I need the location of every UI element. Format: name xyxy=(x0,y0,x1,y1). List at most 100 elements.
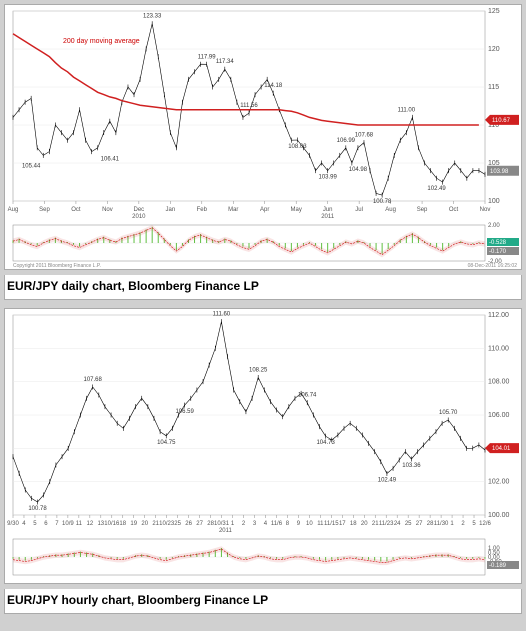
svg-text:104.75: 104.75 xyxy=(157,440,176,446)
svg-text:25: 25 xyxy=(405,521,412,527)
svg-text:12: 12 xyxy=(86,521,93,527)
svg-text:105.44: 105.44 xyxy=(22,164,41,170)
svg-text:10/16: 10/16 xyxy=(104,521,120,527)
svg-text:123.33: 123.33 xyxy=(143,14,162,20)
svg-text:Aug: Aug xyxy=(8,207,19,213)
svg-text:8: 8 xyxy=(286,521,290,527)
svg-text:102.49: 102.49 xyxy=(427,186,446,192)
svg-text:2010: 2010 xyxy=(132,214,146,220)
svg-text:108.00: 108.00 xyxy=(488,379,510,386)
svg-text:May: May xyxy=(291,207,302,213)
svg-text:125: 125 xyxy=(488,8,500,15)
svg-text:103.36: 103.36 xyxy=(402,463,421,469)
svg-text:Oct: Oct xyxy=(449,207,459,213)
svg-text:Mar: Mar xyxy=(228,207,238,213)
svg-text:11: 11 xyxy=(76,521,83,527)
svg-text:110.67: 110.67 xyxy=(492,118,511,124)
svg-text:19: 19 xyxy=(130,521,137,527)
daily-chart-caption: EUR/JPY daily chart, Bloomberg Finance L… xyxy=(4,275,522,300)
svg-text:Jan: Jan xyxy=(165,207,175,213)
svg-text:106.41: 106.41 xyxy=(101,156,120,162)
svg-text:1: 1 xyxy=(231,521,235,527)
svg-text:10/9: 10/9 xyxy=(62,521,74,527)
svg-text:20: 20 xyxy=(361,521,368,527)
svg-text:27: 27 xyxy=(416,521,423,527)
svg-text:103.98: 103.98 xyxy=(490,169,509,175)
svg-text:104.98: 104.98 xyxy=(349,167,368,173)
svg-text:112.00: 112.00 xyxy=(488,312,509,319)
svg-text:Nov: Nov xyxy=(102,207,113,213)
svg-text:100.78: 100.78 xyxy=(28,506,47,512)
svg-text:Jun: Jun xyxy=(323,207,333,213)
svg-text:106.00: 106.00 xyxy=(488,412,510,419)
svg-text:117.34: 117.34 xyxy=(216,59,235,65)
svg-text:10/31: 10/31 xyxy=(214,521,230,527)
svg-text:Jul: Jul xyxy=(355,207,363,213)
svg-text:-0.189: -0.189 xyxy=(489,563,507,569)
svg-text:106.59: 106.59 xyxy=(175,409,194,415)
svg-text:9: 9 xyxy=(297,521,301,527)
svg-text:2: 2 xyxy=(242,521,246,527)
svg-text:12/6: 12/6 xyxy=(479,521,491,527)
svg-text:108.03: 108.03 xyxy=(288,144,307,150)
svg-text:Nov: Nov xyxy=(480,207,491,213)
svg-text:5: 5 xyxy=(472,521,476,527)
svg-text:107.68: 107.68 xyxy=(355,133,374,139)
svg-text:2.00: 2.00 xyxy=(488,223,500,229)
svg-text:-0.170: -0.170 xyxy=(489,249,507,255)
svg-text:5: 5 xyxy=(33,521,37,527)
svg-text:104.01: 104.01 xyxy=(492,446,511,452)
svg-text:08-Dec-2011 16:25:02: 08-Dec-2011 16:25:02 xyxy=(468,263,518,269)
svg-text:106.74: 106.74 xyxy=(298,393,317,399)
svg-text:102.49: 102.49 xyxy=(378,478,397,484)
svg-text:106.99: 106.99 xyxy=(337,138,356,144)
svg-text:Sep: Sep xyxy=(417,207,428,213)
daily-chart-panel: 100105110115120125AugSepOctNovDecJanFebM… xyxy=(4,4,522,270)
svg-text:Copyright 2011 Bloomberg Finan: Copyright 2011 Bloomberg Finance L.P. xyxy=(13,263,101,269)
svg-text:Dec: Dec xyxy=(134,207,145,213)
svg-text:11/6: 11/6 xyxy=(271,521,283,527)
svg-text:104.73: 104.73 xyxy=(316,440,335,446)
svg-text:11/15: 11/15 xyxy=(324,521,339,527)
svg-text:110.00: 110.00 xyxy=(488,345,509,352)
svg-text:100.78: 100.78 xyxy=(373,199,392,205)
svg-text:11/30: 11/30 xyxy=(434,521,449,527)
svg-text:24: 24 xyxy=(394,521,401,527)
svg-text:20: 20 xyxy=(141,521,148,527)
hourly-chart: 100.00102.00104.00106.00108.00110.00112.… xyxy=(5,309,521,583)
svg-text:10/23: 10/23 xyxy=(159,521,175,527)
svg-text:4: 4 xyxy=(22,521,26,527)
svg-text:108.25: 108.25 xyxy=(249,368,268,374)
svg-text:107.68: 107.68 xyxy=(84,377,103,383)
svg-text:9/30: 9/30 xyxy=(7,521,19,527)
svg-text:103.99: 103.99 xyxy=(318,175,337,181)
hourly-chart-panel: 100.00102.00104.00106.00108.00110.00112.… xyxy=(4,308,522,584)
svg-text:18: 18 xyxy=(350,521,357,527)
svg-text:Aug: Aug xyxy=(385,207,396,213)
svg-text:7: 7 xyxy=(55,521,59,527)
svg-text:117.99: 117.99 xyxy=(198,54,217,60)
svg-text:102.00: 102.00 xyxy=(488,479,510,486)
svg-text:100.00: 100.00 xyxy=(488,512,510,519)
svg-text:17: 17 xyxy=(339,521,346,527)
svg-text:1: 1 xyxy=(450,521,454,527)
svg-text:Sep: Sep xyxy=(39,207,50,213)
svg-text:27: 27 xyxy=(196,521,203,527)
daily-chart: 100105110115120125AugSepOctNovDecJanFebM… xyxy=(5,5,521,269)
svg-text:100: 100 xyxy=(488,198,500,205)
svg-text:4: 4 xyxy=(264,521,268,527)
svg-text:18: 18 xyxy=(119,521,126,527)
svg-text:115: 115 xyxy=(488,84,499,91)
svg-text:114.18: 114.18 xyxy=(264,83,283,89)
svg-text:3: 3 xyxy=(253,521,257,527)
svg-text:200 day moving average: 200 day moving average xyxy=(63,38,140,45)
svg-text:2011: 2011 xyxy=(219,528,233,534)
svg-text:11/23: 11/23 xyxy=(379,521,394,527)
svg-text:26: 26 xyxy=(185,521,192,527)
svg-text:25: 25 xyxy=(174,521,181,527)
svg-text:-0.528: -0.528 xyxy=(489,240,507,246)
svg-text:111.00: 111.00 xyxy=(398,107,416,113)
svg-text:120: 120 xyxy=(488,46,500,53)
svg-text:Oct: Oct xyxy=(71,207,81,213)
svg-text:105.70: 105.70 xyxy=(439,410,458,416)
